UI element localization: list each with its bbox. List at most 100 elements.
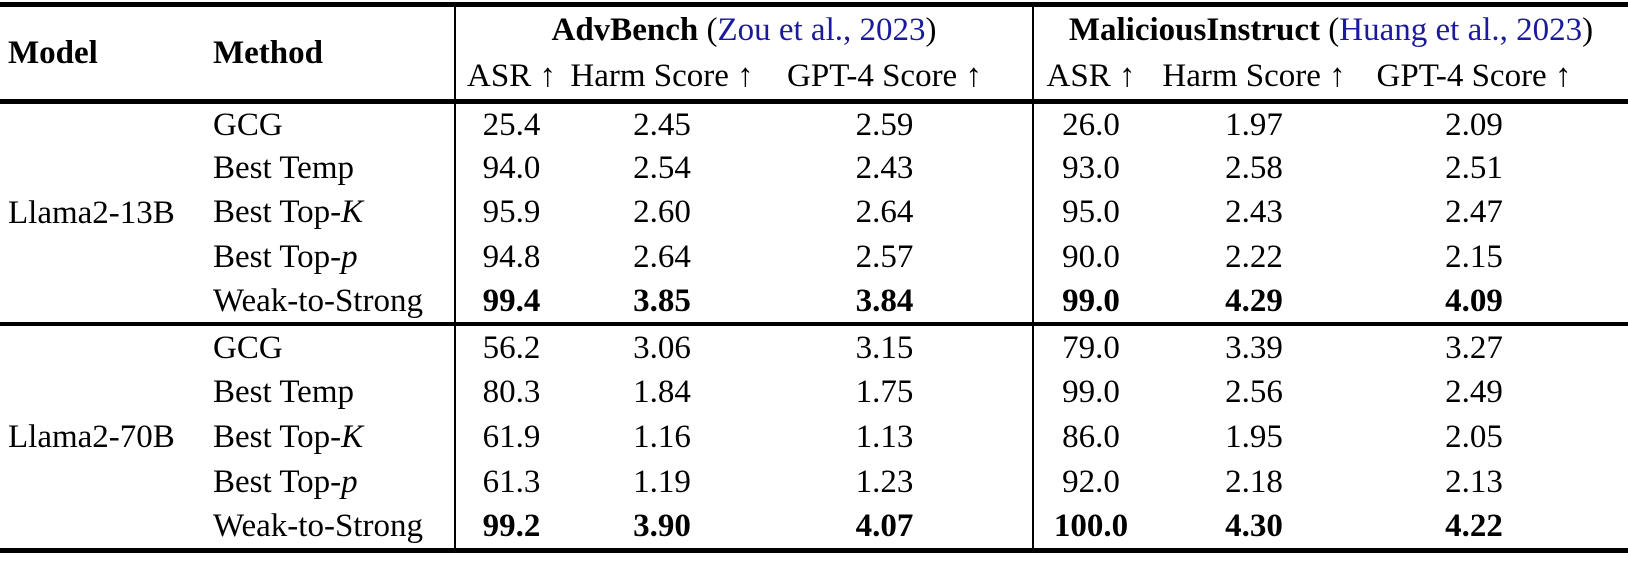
cell-adv-asr: 25.4 — [482, 106, 541, 143]
method-label-italic: p — [341, 239, 358, 276]
cell-adv-asr: 61.9 — [482, 418, 541, 455]
cell-mal-asr: 100.0 — [1053, 508, 1129, 545]
benchmark-name: MaliciousInstruct — [1068, 12, 1321, 49]
cell-mal-asr: 26.0 — [1062, 106, 1120, 143]
cell-adv-gpt4: 4.07 — [757, 505, 1034, 551]
benchmark-name: AdvBench — [551, 12, 699, 49]
method-label-italic: K — [341, 194, 364, 231]
method-label: Best Temp — [213, 373, 354, 410]
cell-mal-gpt4: 4.22 — [1445, 508, 1503, 545]
metric-header-row: ASR ↑ Harm Score ↑ GPT-4 Score ↑ ASR ↑ H… — [0, 54, 1628, 102]
model-name: Llama2-13B — [8, 194, 175, 231]
table-header: Model Method AdvBench (Zou et al., 2023)… — [0, 4, 1628, 102]
model-block-llama2-70b: Llama2-70B GCG 56.2 3.06 3.15 79.0 3.39 … — [0, 324, 1628, 551]
cell-mal-asr: 99.0 — [1062, 282, 1120, 319]
col-header-mal-harm-score: Harm Score ↑ — [1162, 58, 1346, 95]
method-name: Best Top-K — [200, 190, 456, 236]
col-header-adv-gpt4-score: GPT-4 Score ↑ — [757, 54, 1034, 102]
method-label: GCG — [213, 329, 283, 366]
cell-mal-harm: 1.95 — [1225, 418, 1283, 455]
cell-mal-harm: 2.56 — [1225, 373, 1283, 410]
cell-adv-asr: 99.4 — [482, 282, 541, 319]
cell-mal-gpt4: 2.47 — [1445, 194, 1503, 231]
citation-open-paren: ( — [1320, 12, 1340, 49]
method-label: Best Top- — [213, 239, 342, 276]
method-label: GCG — [213, 106, 283, 143]
table-row: Llama2-13B GCG 25.4 2.45 2.59 26.0 1.97 … — [0, 101, 1628, 229]
citation-open-paren: ( — [698, 12, 718, 49]
cell-adv-harm: 2.64 — [633, 239, 691, 276]
model-block-llama2-13b: Llama2-13B GCG 25.4 2.45 2.59 26.0 1.97 … — [0, 101, 1628, 325]
table-row: Best Temp 80.3 1.84 1.75 99.0 2.56 2.49 — [0, 369, 1628, 415]
cell-mal-asr: 86.0 — [1062, 418, 1120, 455]
cell-mal-gpt4: 4.09 — [1445, 282, 1503, 319]
benchmark-group-header-maliciousinstruct: MaliciousInstruct (Huang et al., 2023) — [1033, 5, 1628, 55]
cell-mal-asr: 95.0 — [1062, 194, 1120, 231]
cell-mal-asr: 93.0 — [1062, 149, 1120, 186]
cell-mal-gpt4: 3.27 — [1445, 329, 1503, 366]
citation-close-paren: ) — [1582, 12, 1594, 49]
table-row: Best Top-K 61.9 1.16 1.13 86.0 1.95 2.05 — [0, 414, 1628, 461]
cell-mal-harm: 2.18 — [1225, 464, 1283, 501]
cell-mal-gpt4: 2.13 — [1445, 464, 1503, 501]
col-header-mal-gpt4-score: GPT-4 Score ↑ — [1376, 58, 1572, 95]
method-name: GCG — [200, 324, 456, 370]
cell-adv-asr: 99.2 — [482, 508, 541, 545]
table-row: Best Top-K 95.9 2.60 2.64 95.0 2.43 2.47 — [0, 190, 1628, 236]
cell-mal-harm: 1.97 — [1225, 106, 1283, 143]
cell-mal-gpt4: 2.49 — [1445, 373, 1503, 410]
cell-adv-harm: 1.84 — [633, 373, 691, 410]
cell-adv-harm: 3.85 — [633, 282, 691, 319]
cell-adv-gpt4: 3.15 — [757, 324, 1034, 370]
citation-link[interactable]: Zou et al., 2023 — [717, 12, 926, 49]
cell-adv-gpt4: 2.64 — [757, 190, 1034, 236]
cell-mal-harm: 2.58 — [1225, 149, 1283, 186]
cell-adv-asr: 94.0 — [482, 149, 541, 186]
col-header-model: Model — [8, 34, 98, 71]
cell-adv-harm: 3.06 — [633, 329, 691, 366]
model-name: Llama2-70B — [8, 418, 175, 455]
method-name: Best Top-p — [200, 235, 456, 280]
cell-adv-gpt4: 3.84 — [757, 279, 1034, 325]
cell-mal-gpt4: 2.09 — [1445, 106, 1503, 143]
method-label-italic: p — [341, 464, 358, 501]
table-row-best: Weak-to-Strong 99.4 3.85 3.84 99.0 4.29 … — [0, 279, 1628, 325]
table-row: Best Top-p 94.8 2.64 2.57 90.0 2.22 2.15 — [0, 235, 1628, 280]
method-name: Best Top-p — [200, 460, 456, 506]
method-label: Best Top- — [213, 464, 342, 501]
cell-adv-gpt4: 2.59 — [757, 101, 1034, 147]
col-header-method: Method — [200, 4, 456, 102]
cell-mal-asr: 79.0 — [1062, 329, 1120, 366]
table-row: Llama2-70B GCG 56.2 3.06 3.15 79.0 3.39 … — [0, 324, 1628, 453]
cell-adv-harm: 1.16 — [633, 418, 691, 455]
method-label: Weak-to-Strong — [213, 508, 423, 545]
table-row: Best Temp 94.0 2.54 2.43 93.0 2.58 2.51 — [0, 146, 1628, 191]
method-name: Weak-to-Strong — [200, 279, 456, 325]
method-name: Best Top-K — [200, 414, 456, 461]
col-header-adv-asr: ASR ↑ — [467, 58, 556, 95]
cell-adv-harm: 3.90 — [633, 508, 691, 545]
cell-adv-harm: 2.54 — [633, 149, 691, 186]
cell-adv-gpt4: 1.13 — [757, 414, 1034, 461]
results-table: Model Method AdvBench (Zou et al., 2023)… — [0, 2, 1628, 553]
cell-adv-asr: 94.8 — [482, 239, 541, 276]
cell-mal-asr: 99.0 — [1062, 373, 1120, 410]
benchmark-group-header-advbench: AdvBench (Zou et al., 2023) — [455, 4, 1034, 55]
cell-adv-gpt4: 2.57 — [757, 235, 1034, 280]
col-header-adv-harm-score: Harm Score ↑ — [570, 58, 754, 95]
cell-adv-asr: 80.3 — [482, 373, 541, 410]
group-header-row: Model Method AdvBench (Zou et al., 2023)… — [0, 4, 1628, 102]
method-label: Best Top- — [213, 194, 342, 231]
method-name: GCG — [200, 101, 456, 147]
method-label-italic: K — [341, 418, 364, 455]
cell-mal-harm: 4.29 — [1225, 282, 1283, 319]
table-row: Best Top-p 61.3 1.19 1.23 92.0 2.18 2.13 — [0, 460, 1628, 506]
method-name: Best Temp — [200, 146, 456, 191]
citation-link[interactable]: Huang et al., 2023 — [1339, 12, 1583, 49]
cell-mal-gpt4: 2.05 — [1445, 418, 1503, 455]
col-header-mal-asr: ASR ↑ — [1046, 58, 1136, 95]
method-name: Weak-to-Strong — [200, 505, 456, 551]
cell-adv-asr: 95.9 — [482, 194, 541, 231]
cell-mal-harm: 3.39 — [1225, 329, 1283, 366]
cell-mal-gpt4: 2.51 — [1445, 149, 1503, 186]
